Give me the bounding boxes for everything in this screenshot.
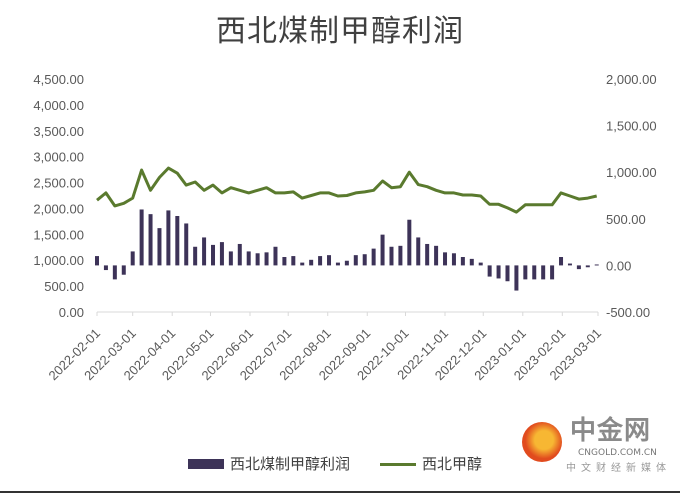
profit-bar	[175, 216, 180, 266]
divider	[0, 491, 680, 493]
profit-bar	[166, 210, 171, 266]
profit-bar	[184, 223, 189, 266]
logo-tagline: 中文财经新媒体	[566, 463, 671, 474]
profit-bar	[193, 246, 198, 266]
profit-bar	[309, 259, 314, 266]
profit-bar	[95, 256, 99, 266]
logo-name: 中金网	[570, 416, 652, 446]
profit-bar	[541, 265, 546, 280]
profit-bar	[327, 255, 332, 266]
profit-bar	[576, 265, 581, 270]
right-tick-label: 1,000.00	[606, 165, 657, 180]
left-tick-label: 2,500.00	[33, 176, 84, 191]
cngold-logo: 中金网 CNGOLD.COM.CN 中文财经新媒体	[520, 416, 676, 476]
profit-bar	[443, 252, 448, 266]
profit-bar	[550, 265, 555, 280]
profit-bar	[496, 265, 501, 279]
profit-bar	[567, 263, 572, 266]
profit-bar	[434, 245, 439, 266]
legend-label-profit: 西北煤制甲醇利润	[230, 455, 351, 473]
profit-bar	[228, 251, 233, 266]
profit-bar	[380, 234, 385, 266]
logo-domain: CNGOLD.COM.CN	[578, 448, 657, 458]
profit-bar	[559, 257, 564, 266]
profit-bar	[255, 253, 260, 266]
profit-bar	[389, 246, 394, 266]
profit-bar	[505, 265, 510, 282]
profit-bar	[211, 244, 216, 266]
profit-bar	[139, 209, 144, 266]
price-line	[96, 166, 598, 214]
left-tick-label: 4,000.00	[33, 98, 84, 113]
profit-bar	[273, 246, 278, 266]
profit-bar	[594, 264, 599, 266]
profit-bar	[469, 258, 474, 266]
profit-bar	[237, 243, 242, 266]
left-tick-label: 2,000.00	[33, 201, 84, 216]
profit-bar	[219, 242, 224, 266]
profit-bar	[398, 245, 403, 266]
left-tick-label: 3,000.00	[33, 150, 84, 165]
left-tick-label: 0.00	[59, 305, 84, 320]
left-tick-label: 4,500.00	[33, 72, 84, 87]
profit-bar	[416, 237, 421, 266]
profit-bar	[514, 265, 519, 291]
profit-bar	[425, 243, 430, 266]
left-tick-label: 1,500.00	[33, 227, 84, 242]
profit-bar	[318, 256, 323, 266]
profit-bar	[246, 251, 251, 266]
profit-bar	[344, 260, 349, 266]
profit-bar	[451, 253, 456, 266]
legend-swatch-line	[380, 462, 417, 466]
legend: 西北煤制甲醇利润 西北甲醇	[188, 455, 482, 473]
right-tick-label: 500.00	[606, 212, 646, 227]
profit-bar	[353, 255, 358, 266]
profit-bar	[112, 265, 117, 280]
profit-bar	[487, 265, 492, 277]
profit-bar	[291, 256, 296, 266]
legend-swatch-bar	[188, 459, 224, 469]
profit-bar	[300, 262, 305, 266]
right-tick-label: 0.00	[606, 258, 631, 273]
left-tick-label: 3,500.00	[33, 124, 84, 139]
profit-bar	[335, 262, 340, 266]
profit-bar	[407, 219, 412, 266]
profit-bar	[264, 252, 269, 266]
profit-bar	[282, 257, 287, 266]
right-tick-label: 1,500.00	[606, 119, 657, 134]
profit-bar	[371, 248, 376, 266]
right-tick-label: 2,000.00	[606, 72, 657, 87]
left-tick-label: 500.00	[44, 279, 84, 294]
profit-bar	[362, 254, 367, 266]
profit-bar	[532, 265, 537, 280]
chart-title: 西北煤制甲醇利润	[216, 14, 464, 49]
logo-icon	[522, 422, 562, 462]
profit-bar	[157, 228, 162, 266]
profit-bar	[103, 265, 108, 271]
left-tick-label: 1,000.00	[33, 253, 84, 268]
profit-bar	[460, 257, 465, 266]
profit-bar	[130, 251, 135, 266]
profit-bar	[121, 265, 126, 275]
profit-bar	[585, 265, 590, 268]
profit-bar	[202, 237, 207, 266]
right-tick-label: -500.00	[606, 305, 650, 320]
profit-bar	[148, 214, 153, 266]
profit-bar	[523, 265, 528, 280]
profit-bar	[478, 262, 483, 266]
legend-label-price: 西北甲醇	[422, 455, 483, 473]
